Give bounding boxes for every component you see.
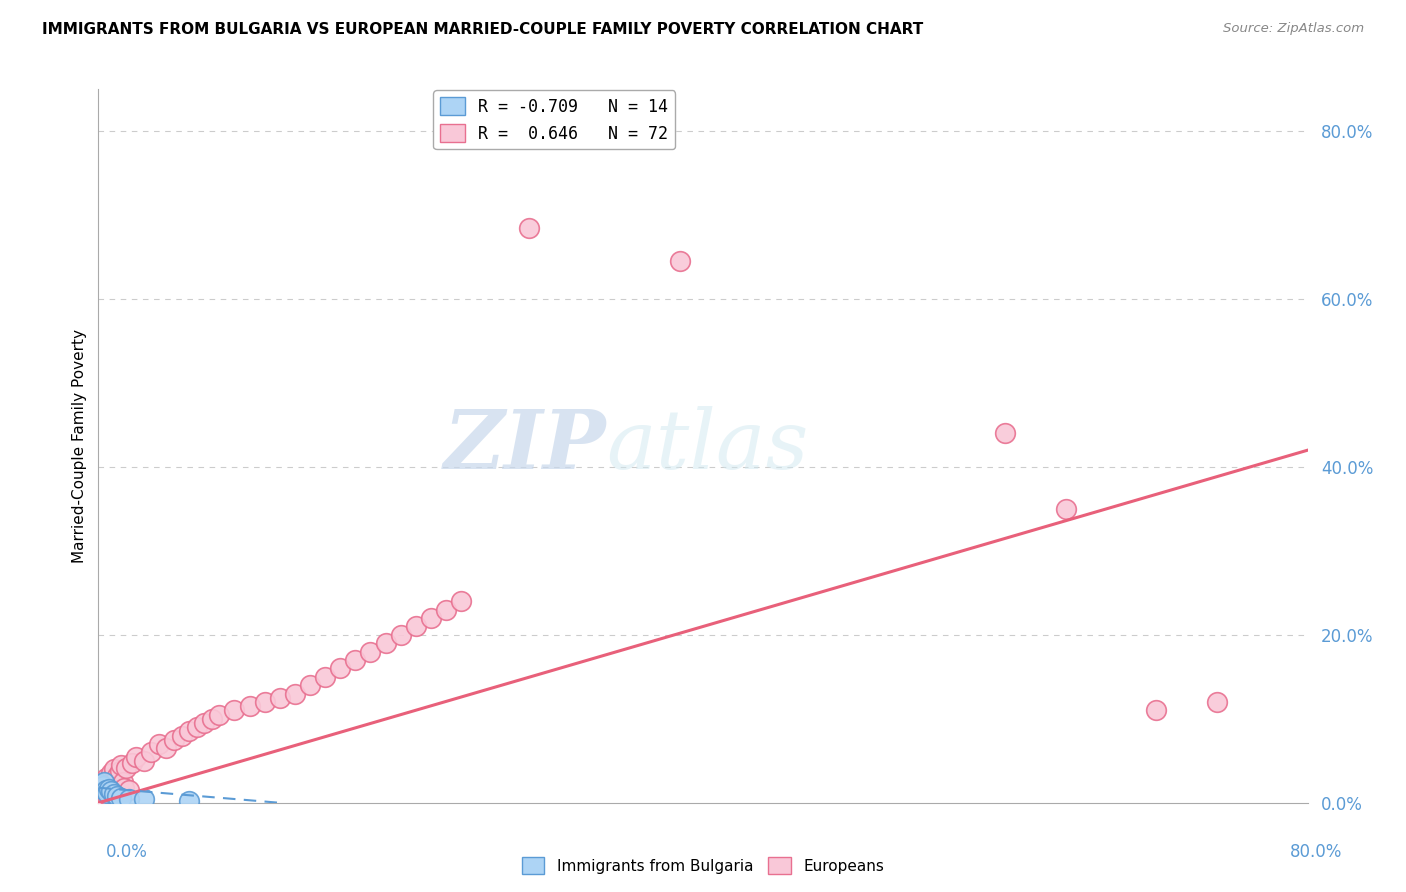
Point — [96, 777, 118, 791]
Point — [107, 779, 129, 793]
Point — [118, 783, 141, 797]
Point — [239, 699, 262, 714]
Point — [163, 732, 186, 747]
Point — [253, 695, 276, 709]
Text: 0.0%: 0.0% — [105, 843, 148, 861]
Point — [96, 783, 118, 797]
Point — [132, 792, 155, 806]
Point — [186, 720, 208, 734]
Point — [93, 780, 115, 795]
Point — [100, 784, 122, 798]
Point — [125, 749, 148, 764]
Point — [141, 746, 163, 760]
Point — [269, 690, 291, 705]
Point — [669, 254, 692, 268]
Point — [90, 780, 112, 795]
Point — [179, 724, 201, 739]
Point — [360, 645, 382, 659]
Point — [284, 687, 307, 701]
Point — [103, 762, 125, 776]
Point — [105, 789, 128, 803]
Point — [179, 794, 201, 808]
Point — [110, 788, 132, 802]
Point — [344, 653, 367, 667]
Point — [90, 779, 112, 793]
Point — [93, 790, 115, 805]
Point — [994, 426, 1017, 441]
Point — [405, 619, 427, 633]
Point — [1144, 703, 1167, 717]
Point — [94, 771, 117, 785]
Point — [108, 764, 131, 778]
Point — [389, 628, 412, 642]
Point — [201, 712, 224, 726]
Point — [314, 670, 336, 684]
Point — [91, 774, 114, 789]
Point — [94, 783, 117, 797]
Point — [450, 594, 472, 608]
Y-axis label: Married-Couple Family Poverty: Married-Couple Family Poverty — [72, 329, 87, 563]
Point — [103, 788, 125, 802]
Point — [91, 779, 114, 793]
Point — [105, 769, 128, 783]
Text: 80.0%: 80.0% — [1291, 843, 1343, 861]
Point — [299, 678, 322, 692]
Point — [208, 707, 231, 722]
Point — [96, 786, 118, 800]
Point — [329, 661, 352, 675]
Point — [420, 611, 443, 625]
Point — [374, 636, 396, 650]
Point — [98, 782, 121, 797]
Point — [118, 791, 141, 805]
Point — [1206, 695, 1229, 709]
Point — [112, 780, 135, 795]
Point — [100, 786, 122, 800]
Point — [110, 758, 132, 772]
Text: ZIP: ZIP — [444, 406, 606, 486]
Text: Source: ZipAtlas.com: Source: ZipAtlas.com — [1223, 22, 1364, 36]
Legend: Immigrants from Bulgaria, Europeans: Immigrants from Bulgaria, Europeans — [516, 851, 890, 880]
Legend: R = -0.709   N = 14, R =  0.646   N = 72: R = -0.709 N = 14, R = 0.646 N = 72 — [433, 90, 675, 149]
Point — [121, 756, 143, 770]
Point — [101, 780, 124, 795]
Point — [170, 729, 193, 743]
Point — [155, 741, 177, 756]
Text: IMMIGRANTS FROM BULGARIA VS EUROPEAN MARRIED-COUPLE FAMILY POVERTY CORRELATION C: IMMIGRANTS FROM BULGARIA VS EUROPEAN MAR… — [42, 22, 924, 37]
Point — [1054, 502, 1077, 516]
Text: atlas: atlas — [606, 406, 808, 486]
Point — [224, 703, 246, 717]
Point — [434, 603, 457, 617]
Point — [114, 760, 136, 774]
Point — [111, 774, 134, 789]
Point — [90, 789, 112, 803]
Point — [193, 716, 215, 731]
Point — [110, 790, 132, 805]
Point — [100, 766, 122, 780]
Point — [89, 777, 111, 791]
Point — [103, 788, 125, 802]
Point — [132, 754, 155, 768]
Point — [94, 788, 117, 802]
Point — [517, 220, 540, 235]
Point — [105, 783, 128, 797]
Point — [93, 774, 115, 789]
Point — [91, 786, 114, 800]
Point — [98, 789, 121, 803]
Point — [89, 791, 111, 805]
Point — [104, 774, 127, 789]
Point — [98, 772, 121, 787]
Point — [148, 737, 170, 751]
